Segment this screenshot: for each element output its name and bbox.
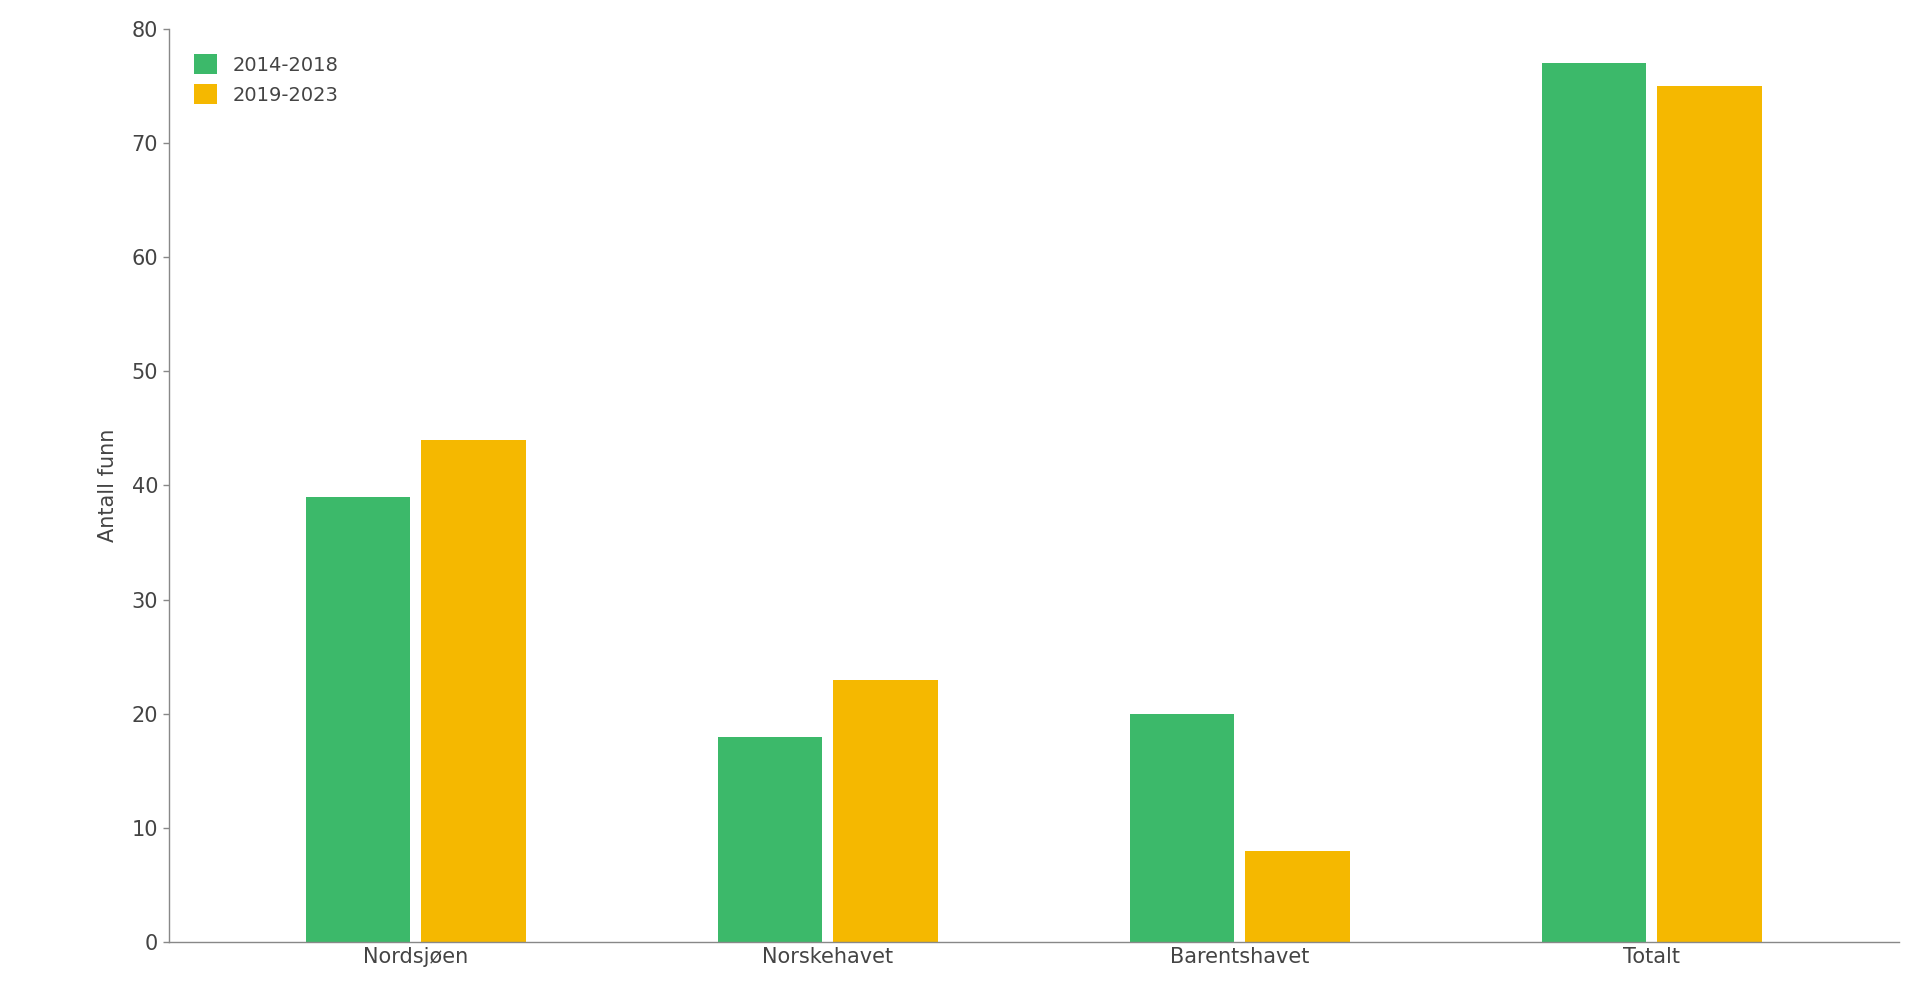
Legend: 2014-2018, 2019-2023: 2014-2018, 2019-2023 xyxy=(179,38,353,120)
Bar xyxy=(718,737,822,942)
Bar xyxy=(1657,86,1763,942)
Bar xyxy=(1131,714,1235,942)
Bar xyxy=(420,439,526,942)
Y-axis label: Antall funn: Antall funn xyxy=(98,428,117,542)
Bar xyxy=(305,497,411,942)
Bar xyxy=(833,679,937,942)
Bar xyxy=(1246,851,1350,942)
Bar xyxy=(1542,64,1647,942)
